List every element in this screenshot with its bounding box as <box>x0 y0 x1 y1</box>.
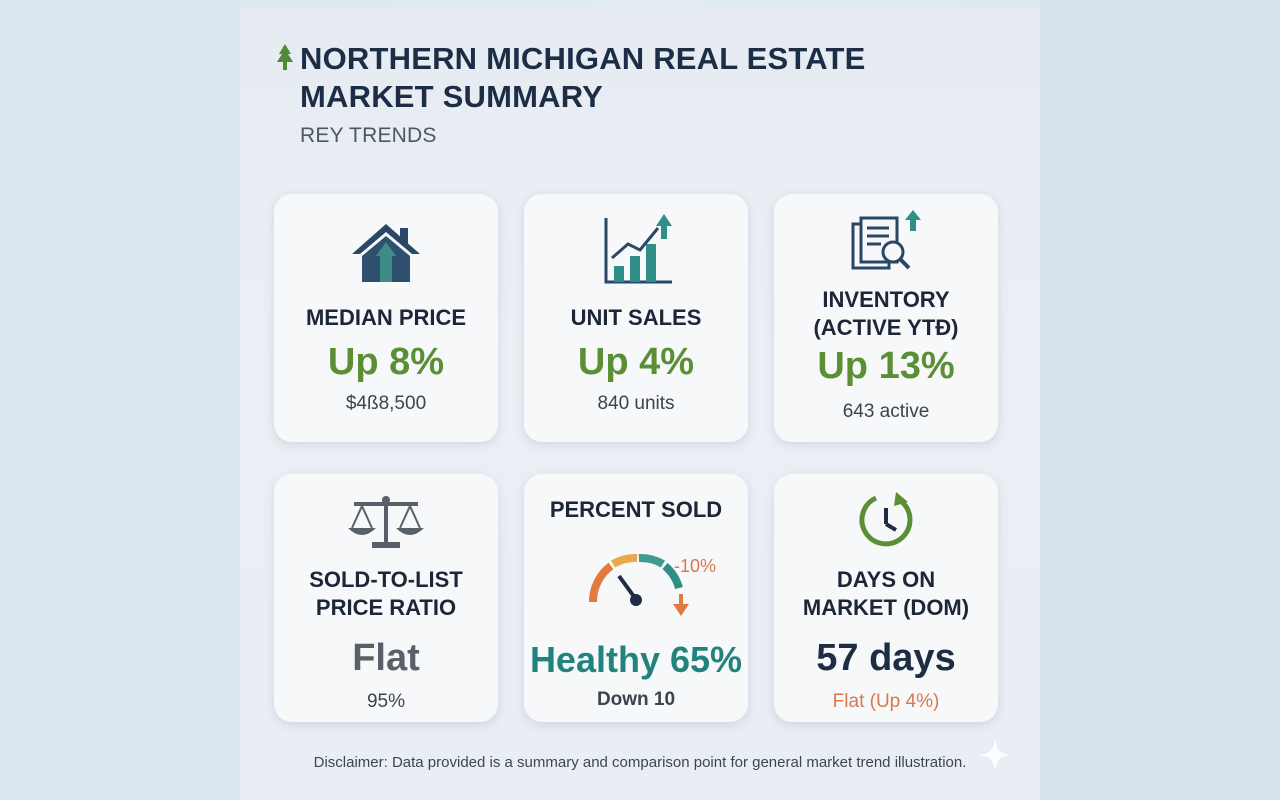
page-title: NORTHERN MICHIGAN REAL ESTATE MARKET SUM… <box>277 40 866 116</box>
pine-tree-icon <box>277 44 293 70</box>
sold-to-list-sub: 95% <box>366 691 406 712</box>
percent-sold-sub: Down 10 <box>596 689 676 710</box>
percent-sold-card: PERCENT SOLD -10% Healthy 65% Down 10 <box>524 474 748 722</box>
inventory-label-line-1: INVENTORY <box>822 287 950 312</box>
inventory-sub: 643 active <box>842 401 930 422</box>
inventory-label-line-2: (ACTIVE YTÐ) <box>813 315 959 340</box>
document-search-icon <box>774 206 998 282</box>
unit-sales-card: UNIT SALES Up 4% 840 units <box>524 194 748 442</box>
gauge-icon <box>524 546 748 620</box>
percent-sold-change: -10% <box>674 556 717 576</box>
bar-chart-up-icon <box>524 210 748 290</box>
days-on-market-label-line-2: MARKET (DOM) <box>802 595 970 620</box>
days-on-market-label-line-1: DAYS ON <box>836 567 936 592</box>
title-line-2: MARKET SUMMARY <box>300 79 604 114</box>
inventory-card: INVENTORY (ACTIVE YTÐ) Up 13% 643 active <box>774 194 998 442</box>
sold-to-list-label-line-1: SOLD-TO-LIST <box>309 567 463 592</box>
days-on-market-sub: Flat (Up 4%) <box>832 691 940 712</box>
poster: NORTHERN MICHIGAN REAL ESTATE MARKET SUM… <box>240 8 1040 800</box>
median-price-sub: $4ß8,500 <box>345 393 427 414</box>
subtitle: REY TRENDS <box>300 124 437 147</box>
unit-sales-value: Up 4% <box>577 341 695 383</box>
clock-icon <box>774 488 998 552</box>
title-line-1: NORTHERN MICHIGAN REAL ESTATE <box>300 41 866 76</box>
median-price-label: MEDIAN PRICE <box>305 305 467 330</box>
right-background <box>1040 0 1280 800</box>
inventory-value: Up 13% <box>817 345 955 387</box>
days-on-market-value: 57 days <box>816 637 956 679</box>
sold-to-list-value: Flat <box>352 637 420 679</box>
sold-to-list-label-line-2: PRICE RATIO <box>315 595 457 620</box>
disclaimer: Disclaimer: Data provided is a summary a… <box>313 754 967 771</box>
percent-sold-label: PERCENT SOLD <box>549 497 723 522</box>
inventory-label: INVENTORY (ACTIVE YTÐ) <box>774 286 998 342</box>
unit-sales-sub: 840 units <box>597 393 675 414</box>
median-price-card: MEDIAN PRICE Up 8% $4ß8,500 <box>274 194 498 442</box>
house-arrow-icon <box>274 218 498 288</box>
median-price-value: Up 8% <box>327 341 445 383</box>
percent-sold-value: Healthy 65% <box>529 639 743 680</box>
unit-sales-label: UNIT SALES <box>570 305 702 330</box>
days-on-market-card: DAYS ON MARKET (DOM) 57 days Flat (Up 4%… <box>774 474 998 722</box>
left-background <box>0 0 240 800</box>
scale-icon <box>274 492 498 554</box>
sparkle-icon <box>979 739 1011 771</box>
days-on-market-label: DAYS ON MARKET (DOM) <box>774 566 998 622</box>
sold-to-list-label: SOLD-TO-LIST PRICE RATIO <box>274 566 498 622</box>
sold-to-list-card: SOLD-TO-LIST PRICE RATIO Flat 95% <box>274 474 498 722</box>
